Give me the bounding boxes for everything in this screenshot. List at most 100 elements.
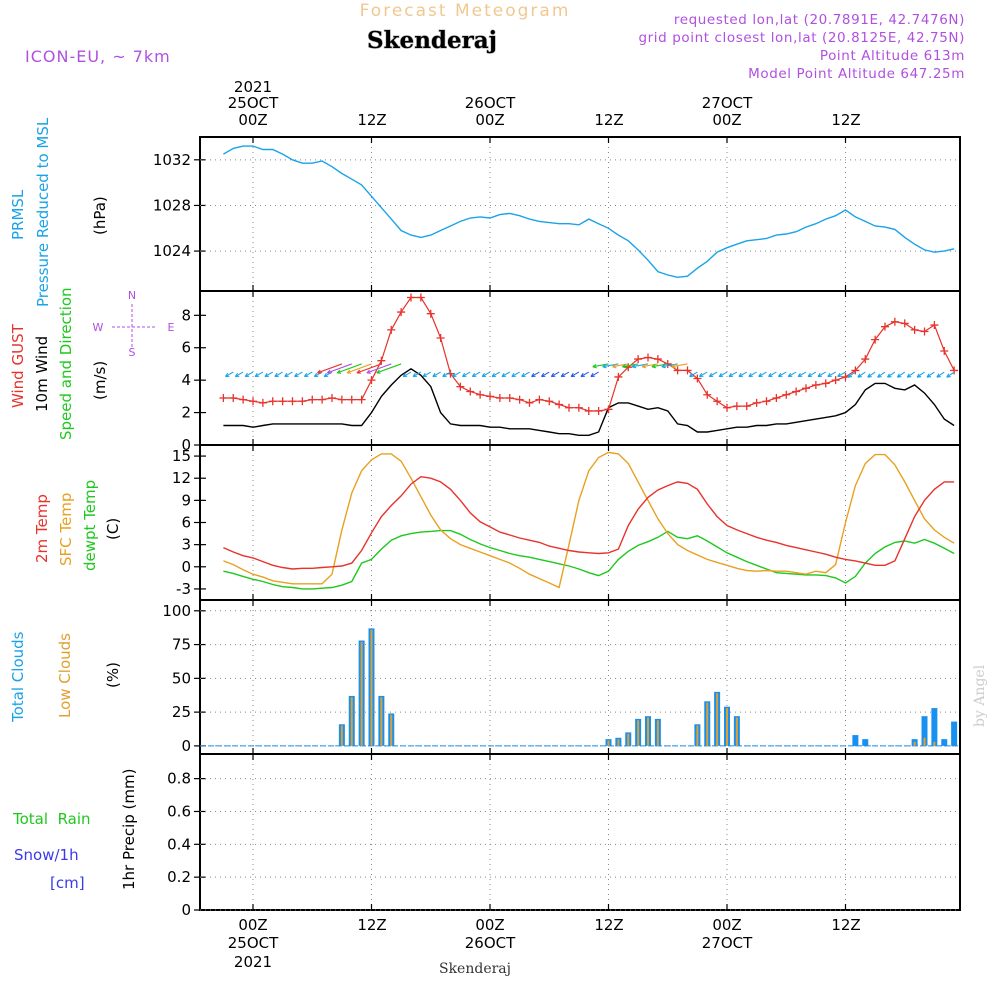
low-cloud-bar <box>617 739 620 746</box>
wind-arrow-head <box>936 373 941 378</box>
wind-direction-arrow <box>481 371 491 378</box>
wind-direction-arrow <box>877 371 886 378</box>
compass-w: W <box>93 321 104 334</box>
low-cloud-bar <box>627 733 630 746</box>
snow-unit: [cm] <box>50 874 85 892</box>
gust-marker <box>426 309 435 318</box>
wind-direction-arrow <box>778 371 787 378</box>
wind-arrow-head <box>807 372 813 378</box>
wind-direction-arrow <box>748 371 757 378</box>
wind-arrow-head <box>304 372 309 378</box>
total-cloud-bar <box>951 721 958 746</box>
wind-arrow-head <box>580 372 585 378</box>
top-time-axis: 2021 25OCT 26OCT 27OCT 00Z 12Z 00Z 12Z 0… <box>228 78 861 129</box>
y-tick-label: 0 <box>181 737 191 755</box>
panel-frame <box>199 753 961 911</box>
y-tick-label: 15 <box>172 447 191 465</box>
y-tick-label: 0.8 <box>167 770 191 788</box>
wind-direction-arrow <box>580 371 590 378</box>
pressure-line <box>223 145 955 279</box>
y-tick-label: 0 <box>181 558 191 576</box>
wind-direction-arrow <box>235 371 244 378</box>
bottom-year-label: 2021 <box>234 953 272 971</box>
low-clouds-label: Low Clouds <box>56 633 74 718</box>
gust-marker <box>950 366 959 375</box>
gust-marker <box>565 403 573 412</box>
wind-arrow-head <box>738 372 743 378</box>
gust-marker <box>673 366 682 375</box>
gust-marker <box>752 398 761 407</box>
gust-marker <box>515 395 524 404</box>
bottom-hour-label: 12Z <box>594 916 623 934</box>
gust-marker <box>397 308 406 317</box>
low-cloud-bar <box>370 629 373 746</box>
wind-arrow-head <box>926 373 932 378</box>
top-day-label: 25OCT <box>228 94 279 112</box>
gust-marker <box>525 398 534 407</box>
wind-direction-arrow <box>337 363 362 374</box>
panel-wind: 0 2 4 6 8 <box>181 290 961 454</box>
gust-marker <box>851 366 860 375</box>
gust-marker <box>762 397 771 406</box>
wind-arrow-head <box>274 372 279 378</box>
y-tick-label: 1028 <box>153 196 191 214</box>
wind-arrow-head <box>442 372 447 378</box>
top-hour-label: 12Z <box>831 111 860 129</box>
wind-direction-arrow <box>916 371 925 378</box>
gust-marker <box>288 397 297 406</box>
total-cloud-bar <box>862 739 869 746</box>
gust-marker <box>268 397 277 406</box>
wind-direction-arrow <box>472 371 481 378</box>
gust-marker <box>920 327 929 336</box>
gust-marker <box>604 405 613 414</box>
pressure-label-line2: Pressure Reduced to MSL <box>34 117 52 307</box>
gust-marker <box>713 397 722 406</box>
gust-marker <box>416 293 425 302</box>
bottom-day-label: 25OCT <box>228 934 279 952</box>
header-grid-point: grid point closest lon,lat (20.8125E, 42… <box>638 30 965 46</box>
wind-direction-arrow <box>432 371 441 378</box>
wind-arrow-head <box>462 372 467 378</box>
top-hour-label: 12Z <box>594 111 623 129</box>
gust-marker <box>703 390 712 399</box>
panel-pressure: 1024 1028 1032 <box>153 136 961 292</box>
wind-arrow-head <box>225 372 230 378</box>
low-cloud-bar <box>340 725 343 746</box>
gust-marker <box>693 374 702 383</box>
wind-arrow-head <box>264 372 269 378</box>
wind-arrow-head <box>531 372 536 378</box>
gust-marker <box>871 335 880 344</box>
gust-marker <box>387 325 396 334</box>
y-tick-label: 2 <box>181 404 191 422</box>
wind-arrow-head <box>887 373 892 378</box>
wind-direction-arrow <box>491 371 501 378</box>
t2m-label: 2m Temp <box>33 494 51 563</box>
wind-arrow-head <box>366 369 371 374</box>
wind-arrow-head <box>501 372 506 378</box>
low-cloud-bar <box>637 720 640 746</box>
wind-arrow-head <box>602 363 607 369</box>
wind-arrow-head <box>560 372 566 378</box>
y-tick-label: 0.4 <box>167 835 191 853</box>
low-cloud-bar <box>716 693 719 746</box>
wind-direction-arrow <box>317 363 343 374</box>
gust-marker <box>436 334 445 343</box>
wind-arrow-head <box>689 372 694 378</box>
top-hour-label: 00Z <box>238 111 267 129</box>
wind-arrow-head <box>837 372 842 378</box>
wind-arrow-head <box>592 363 597 369</box>
wind-arrow-head <box>550 372 556 378</box>
wind-arrow-head <box>590 372 595 378</box>
pressure-side-labels: PRMSL Pressure Reduced to MSL (hPa) <box>9 117 109 307</box>
gust-marker <box>792 387 801 396</box>
gust-marker <box>466 387 475 396</box>
wind-label: 10m Wind <box>33 336 51 412</box>
y-tick-label: 6 <box>181 339 191 357</box>
wind-direction-arrow <box>560 371 570 378</box>
low-cloud-bar <box>656 720 659 746</box>
gust-marker <box>219 393 228 402</box>
wind-arrow-head <box>906 373 912 378</box>
bottom-hour-label: 12Z <box>831 916 860 934</box>
wind-direction-arrow <box>926 371 935 378</box>
low-cloud-bar <box>380 697 383 746</box>
